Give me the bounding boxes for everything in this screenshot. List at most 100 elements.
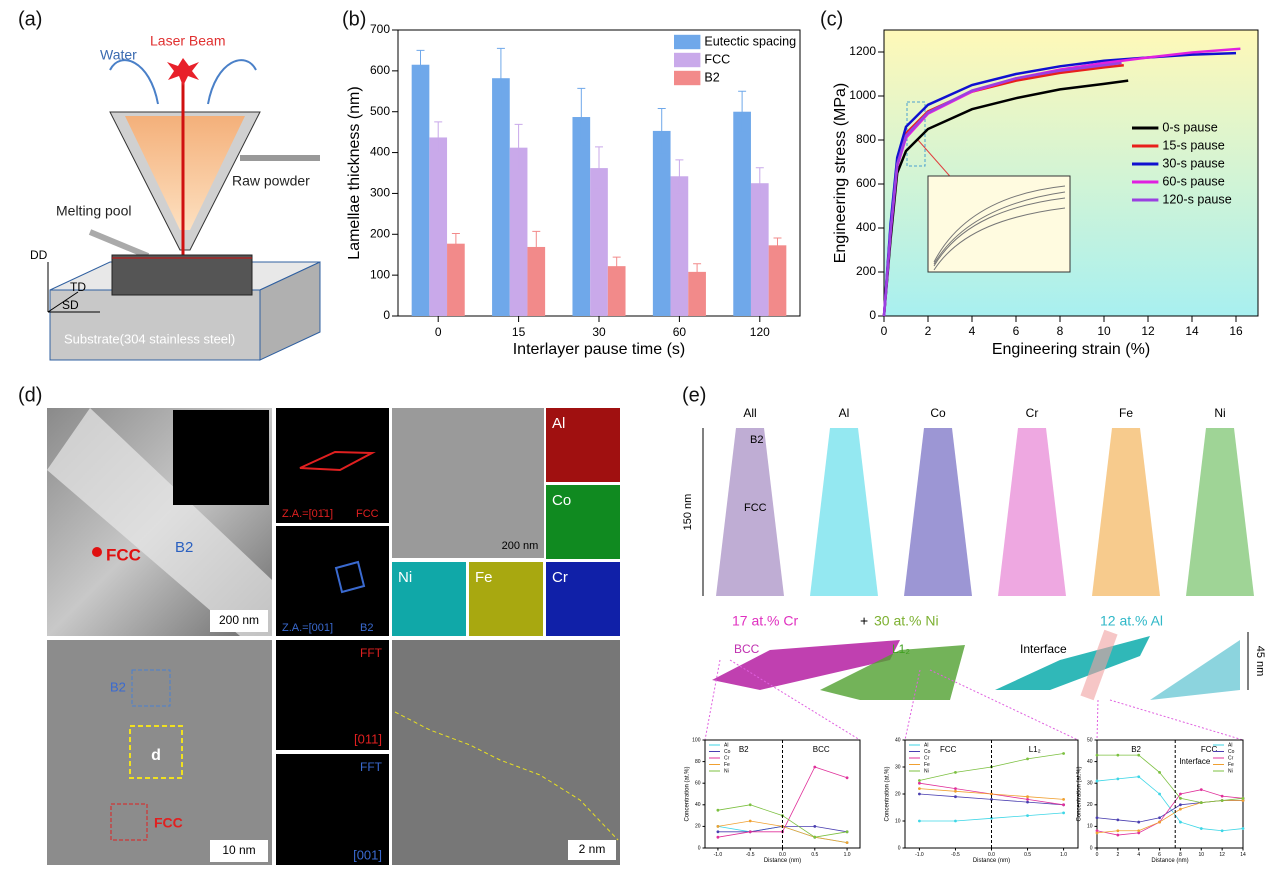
element-label: Cr <box>1026 406 1039 420</box>
legend-label: Ni <box>924 768 929 774</box>
marker <box>1062 752 1065 755</box>
legend-label: Fe <box>1228 762 1234 768</box>
y-tick-label: 600 <box>370 63 390 77</box>
marker <box>1179 792 1182 796</box>
x-tick-label: 6 <box>1158 852 1161 858</box>
element-label: Fe <box>1119 406 1133 420</box>
marker <box>716 825 720 828</box>
eds-map <box>546 562 620 636</box>
substrate-side <box>259 261 321 361</box>
eds-map <box>392 562 466 636</box>
hrtem-image <box>392 640 620 865</box>
legend-label: 0-s pause <box>1162 120 1217 134</box>
inset-curves <box>933 185 1066 271</box>
legend-label: Al <box>724 742 728 748</box>
marker <box>1116 829 1120 833</box>
box <box>110 803 148 841</box>
laser-burst <box>167 58 199 86</box>
x-tick-label: -1.0 <box>915 852 924 858</box>
isosurface <box>1150 640 1240 700</box>
bar <box>509 147 528 316</box>
legend-label: Co <box>1228 749 1235 755</box>
region-label: BCC <box>813 745 830 754</box>
label: Interface <box>1020 642 1067 656</box>
marker <box>1179 803 1182 807</box>
marker <box>1026 798 1029 801</box>
x-tick-label: 14 <box>1240 852 1246 858</box>
marker <box>1137 831 1141 835</box>
element-label: Al <box>839 406 850 420</box>
fft <box>276 754 389 865</box>
x-tick-label: 0.5 <box>811 852 818 858</box>
nozzle-cone <box>125 116 245 230</box>
x-tick-label: 12 <box>1219 852 1225 858</box>
hrtem-image <box>47 640 272 865</box>
error-bar <box>434 121 443 154</box>
legend-swatch <box>674 34 701 50</box>
label: Z.A.=[01̄1] <box>282 508 333 520</box>
apt-maps: All Al Co Cr Fe Ni <box>716 406 1254 596</box>
bar <box>447 243 465 316</box>
bar <box>652 130 671 316</box>
y-tick-label: 400 <box>370 145 390 159</box>
x-tick-label: 2 <box>1116 852 1119 858</box>
x-tick-label: 0 <box>881 324 888 338</box>
y-tick-label: 200 <box>856 264 876 278</box>
apt-reconstruction <box>1186 428 1254 596</box>
marker <box>845 776 849 780</box>
panel-label: (a) <box>18 8 42 30</box>
x-tick-label: 0.5 <box>1024 852 1031 858</box>
error-bar <box>612 256 621 276</box>
marker <box>954 789 957 793</box>
b2-band <box>47 408 272 636</box>
scale-box <box>210 840 268 862</box>
legend-label: Cr <box>724 755 730 761</box>
label: Raw powder <box>232 173 310 189</box>
label: d <box>151 747 161 764</box>
y-tick-label: 0 <box>898 845 901 851</box>
x-tick-label: 1.0 <box>844 852 851 858</box>
y-tick-label: 30 <box>1087 781 1093 787</box>
marker <box>813 765 817 769</box>
error-bar <box>693 263 702 281</box>
y-tick-label: 600 <box>856 176 876 190</box>
y-tick-label: 100 <box>692 737 701 743</box>
legend-label: Cr <box>1228 755 1234 761</box>
marker <box>954 819 957 823</box>
label: [011] <box>354 731 382 746</box>
label: Melting pool <box>56 203 132 219</box>
region-label: B2 <box>1131 745 1141 754</box>
marker <box>1062 811 1065 815</box>
marker <box>1158 816 1161 820</box>
bar <box>590 168 608 316</box>
annotation: Interface <box>1179 757 1211 766</box>
error-bar <box>773 237 782 254</box>
marker <box>1241 799 1245 802</box>
marker <box>1179 820 1182 824</box>
label: [001] <box>353 847 382 862</box>
box <box>129 725 183 779</box>
label: Z.A.=[001] <box>282 622 333 634</box>
legend-label: 15-s pause <box>1162 138 1224 152</box>
label: B2 <box>110 679 126 694</box>
legend-label: 30-s pause <box>1162 156 1224 170</box>
x-tick-label: 120 <box>750 325 770 339</box>
x-tick-label: 8 <box>1057 324 1064 338</box>
y-tick-label: 50 <box>1087 737 1093 743</box>
region-label: L1₂ <box>1029 745 1041 754</box>
marker <box>1095 753 1099 757</box>
bar <box>688 271 706 316</box>
saed <box>276 408 389 523</box>
error-bar <box>738 90 747 133</box>
y-axis-label: Lamellae thickness (nm) <box>346 86 363 259</box>
marker <box>748 803 752 807</box>
label: 150 nm <box>682 494 694 531</box>
plot-background <box>884 30 1258 316</box>
x-axis-label: Distance (nm) <box>764 858 801 864</box>
label: FCC <box>106 545 141 564</box>
x-tick-label: 30 <box>592 325 606 339</box>
legend-label: Fe <box>724 762 730 768</box>
legend-swatch <box>674 70 701 86</box>
isosurface <box>820 645 965 700</box>
water-pipe <box>109 59 257 105</box>
